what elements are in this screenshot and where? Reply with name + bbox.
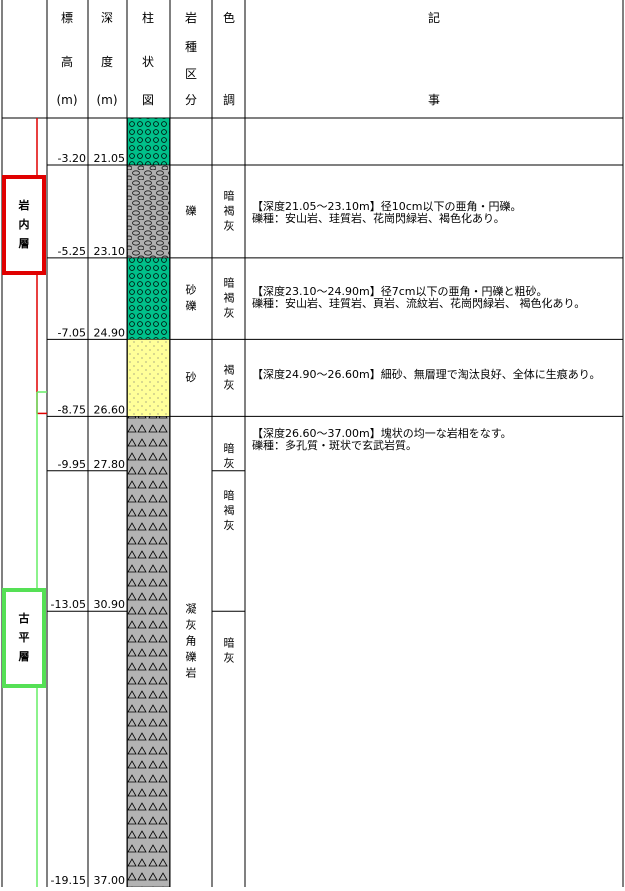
formation-box [2, 175, 46, 275]
formation-box [2, 588, 46, 688]
color-tone: 褐灰 [224, 362, 235, 391]
char: 礫 [186, 299, 197, 313]
strata-fill [127, 164, 170, 259]
char: 岩 [18, 198, 30, 212]
header: 標 高 (m) 深 度 (m) 柱 状 図 岩 種 区 分 色 調 記 事 [56, 10, 440, 107]
color-tone: 暗灰 [224, 636, 235, 665]
elevation-label: -13.05 [51, 598, 86, 611]
elevation-label: -5.25 [58, 245, 86, 258]
char: 内 [19, 217, 30, 231]
char: 褐 [224, 503, 235, 517]
strata-fill [127, 117, 170, 166]
header-text: (m) [96, 93, 117, 107]
rock-type: 礫 [186, 203, 197, 217]
header-text: 状 [142, 55, 154, 69]
char: 灰 [224, 651, 235, 665]
depth-label: 26.60 [94, 403, 126, 416]
strata-fill [127, 257, 170, 340]
char: 礫 [186, 650, 197, 664]
color-tone: 暗褐灰 [224, 488, 235, 532]
color-tone: 暗褐灰 [224, 276, 235, 320]
char: 暗 [224, 441, 235, 455]
header-text: 岩 [185, 10, 197, 25]
note-line: 【深度24.90～26.60m】細砂、無層理で淘汰良好、全体に生痕あり。 [252, 367, 600, 381]
header-text: 標 [61, 11, 73, 25]
char: 灰 [224, 218, 235, 232]
char: 砂 [186, 371, 197, 384]
note-line: 【深度23.10～24.90m】径7cm以下の亜角・円礫と粗砂。 [252, 284, 547, 298]
elevation-label: -9.95 [58, 458, 86, 471]
header-text: 色 [223, 11, 235, 25]
depth-label: 21.05 [94, 152, 126, 165]
char: 褐 [224, 203, 235, 217]
note-line: 礫種：安山岩、珪質岩、頁岩、流紋岩、花崗閃緑岩、 褐色化あり。 [252, 296, 585, 310]
char: 凝 [186, 602, 197, 616]
char: 岩 [186, 666, 197, 680]
char: 角 [186, 635, 197, 648]
char: 褐 [224, 362, 235, 376]
rock-type: 砂 [186, 371, 197, 384]
color-tone: 暗灰 [224, 441, 235, 470]
char: 礫 [186, 203, 197, 217]
char: 暗 [224, 636, 235, 650]
header-text: 調 [223, 93, 235, 107]
note-line: 【深度21.05～23.10m】径10cm以下の亜角・円礫。 [252, 199, 521, 213]
char: 暗 [224, 488, 235, 502]
depth-label: 24.90 [94, 326, 126, 339]
char: 砂 [186, 284, 197, 297]
char: 灰 [186, 618, 197, 632]
formation-label: 古平層 [19, 611, 30, 663]
elevation-label: -3.20 [58, 152, 86, 165]
depth-label: 23.10 [94, 245, 126, 258]
header-text: 図 [142, 93, 154, 107]
note-line: 礫種：安山岩、珪質岩、花崗閃緑岩、褐色化あり。 [252, 211, 505, 225]
rock-type: 凝灰角礫岩 [186, 602, 197, 680]
char: 灰 [224, 306, 235, 320]
char: 灰 [224, 377, 235, 391]
char: 暗 [224, 276, 235, 290]
header-text: 分 [185, 93, 197, 107]
char: 褐 [224, 291, 235, 305]
color-tone: 暗褐灰 [224, 188, 235, 232]
elevation-label: -8.75 [58, 403, 86, 416]
note-line: 【深度26.60～37.00m】塊状の均一な岩相をなす。 [252, 426, 512, 440]
header-text: 区 [185, 67, 197, 81]
strata-fill [127, 339, 170, 417]
depth-label: 27.80 [94, 458, 126, 471]
header-text: 深 [101, 11, 113, 25]
char: 灰 [224, 456, 235, 470]
char: 層 [19, 237, 30, 250]
note-line: 礫種：多孔質・斑状で玄武岩質。 [252, 438, 417, 452]
header-text: 事 [428, 93, 440, 107]
header-text: 種 [185, 40, 197, 54]
depth-label: 37.00 [94, 874, 126, 887]
char: 暗 [224, 188, 235, 202]
header-text: 柱 [142, 10, 154, 25]
formation-label: 岩内層 [18, 198, 30, 250]
char: 古 [19, 611, 30, 625]
rock-type: 砂礫 [186, 284, 197, 313]
strata-fill [127, 416, 170, 888]
char: 平 [19, 631, 30, 644]
header-text: (m) [56, 93, 77, 107]
elevation-label: -19.15 [51, 874, 86, 887]
header-text: 度 [101, 54, 113, 69]
char: 灰 [224, 518, 235, 532]
header-text: 記 [428, 10, 440, 25]
char: 層 [19, 650, 30, 663]
elevation-label: -7.05 [58, 326, 86, 339]
depth-label: 30.90 [94, 598, 126, 611]
header-text: 高 [61, 54, 73, 69]
